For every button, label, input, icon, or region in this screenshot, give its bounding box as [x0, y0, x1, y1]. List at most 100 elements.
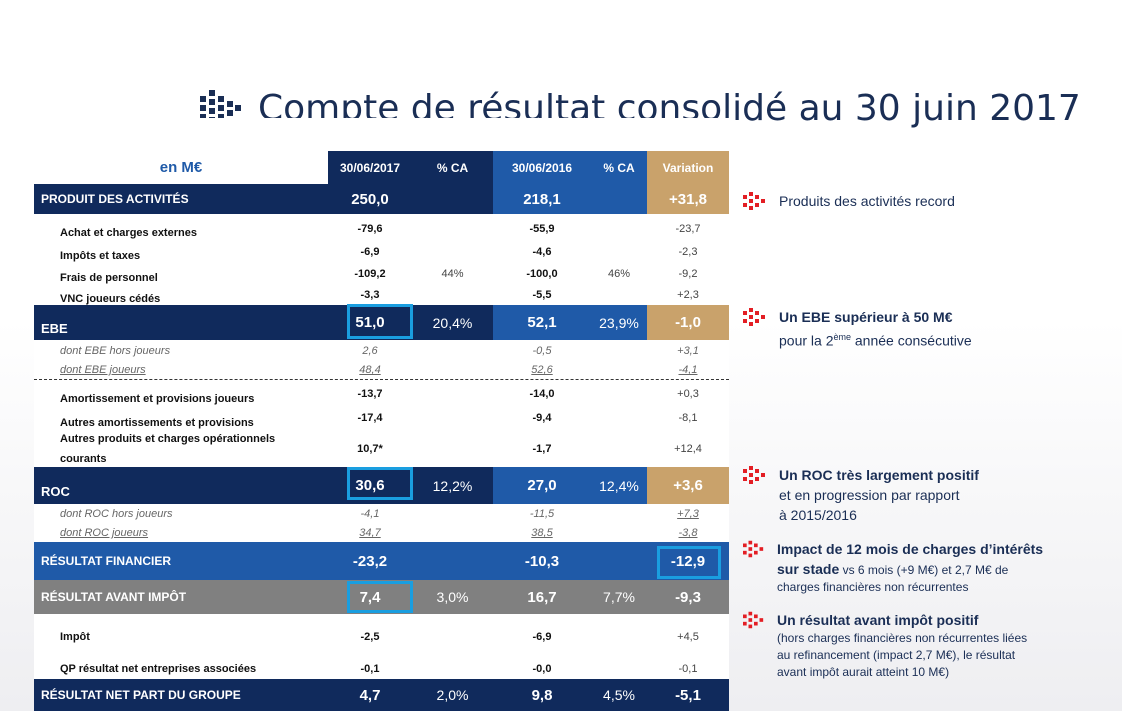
row-label: dont ROC hors joueurs — [60, 508, 173, 520]
table-row-resultat-financier: RÉSULTAT FINANCIER -23,2 -10,3 -12,9 — [34, 542, 729, 580]
variation: +3,6 — [647, 467, 729, 504]
variation: -12,9 — [670, 552, 706, 570]
value-2016: -0,0 — [532, 663, 552, 675]
variation: -1,0 — [647, 305, 729, 340]
row-label: Autres amortissements et provisions — [60, 417, 254, 429]
note-financier: Impact de 12 mois de charges d’intérêts … — [743, 539, 1043, 596]
value-2017: 2,6 — [362, 345, 378, 357]
col-header-2017: 30/06/2017 — [328, 151, 412, 184]
value-2017: -13,7 — [357, 388, 383, 400]
pct-2016: 12,4% — [591, 467, 647, 504]
value-2017: -109,2 — [354, 267, 386, 280]
value-2016: -0,5 — [532, 345, 552, 357]
note-fragment: pour la 2 — [779, 332, 834, 349]
row-label: RÉSULTAT AVANT IMPÔT — [41, 590, 187, 604]
value-2017: -2,5 — [360, 631, 380, 643]
note-line: Un EBE supérieur à 50 M€ — [779, 309, 953, 325]
value-2017: -17,4 — [357, 412, 383, 424]
table-header-row: en M€ 30/06/2017 % CA 30/06/2016 % CA Va… — [34, 151, 729, 184]
table-row-ebe-joueurs: dont EBE joueurs 48,4 52,6 -4,1 — [34, 361, 729, 379]
variation: -2,3 — [678, 245, 698, 258]
value-2017: -79,6 — [357, 222, 383, 235]
unit-label: en M€ — [159, 159, 203, 176]
row-label: PRODUIT DES ACTIVITÉS — [41, 192, 189, 206]
variation: -3,8 — [678, 527, 698, 539]
table-row-impots: Impôts et taxes -6,9 -4,6 -2,3 — [34, 241, 729, 263]
dashed-divider — [34, 379, 729, 380]
variation: +2,3 — [677, 289, 699, 301]
row-label: EBE — [41, 321, 68, 336]
value-2017: -23,2 — [352, 552, 388, 570]
table-row-vnc: VNC joueurs cédés -3,3 -5,5 +2,3 — [34, 285, 729, 305]
value-2016: 218,1 — [493, 184, 591, 214]
value-2016: -14,0 — [529, 388, 555, 400]
value-2016: 9,8 — [531, 686, 553, 704]
value-2016: -6,9 — [532, 631, 552, 643]
note-line: avant impôt aurait atteint 10 M€) — [777, 665, 950, 679]
variation: -0,1 — [678, 663, 698, 675]
value-2017: -6,9 — [360, 245, 380, 258]
value-2016: 52,1 — [493, 305, 591, 340]
table-row-frais: Frais de personnel -109,2 44% -100,0 46%… — [34, 263, 729, 285]
pct-2017: 3,0% — [436, 589, 469, 605]
row-label: Impôt — [60, 631, 90, 643]
table-row-ebe-hors-joueurs: dont EBE hors joueurs 2,6 -0,5 +3,1 — [34, 342, 729, 360]
value-2016: 27,0 — [493, 467, 591, 504]
note-text-block: Un ROC très largement positif et en prog… — [779, 465, 979, 525]
note-line: Un résultat avant impôt positif — [777, 612, 979, 628]
col-header-pct-2016: % CA — [591, 151, 647, 184]
note-roc: Un ROC très largement positif et en prog… — [743, 465, 979, 525]
variation: -8,1 — [678, 412, 698, 424]
col-header-variation: Variation — [647, 151, 729, 184]
variation: -4,1 — [678, 364, 698, 376]
highlight-box-avant-impot — [347, 581, 413, 613]
value-2017: 48,4 — [359, 364, 381, 376]
variation: -5,1 — [675, 686, 701, 704]
table-row-amort-autres: Autres amortissements et provisions -17,… — [34, 407, 729, 429]
variation: +12,4 — [674, 443, 702, 455]
note-fragment: sur stade — [777, 561, 840, 577]
value-2016: -10,3 — [524, 552, 560, 570]
value-2017: -4,1 — [360, 508, 380, 520]
row-label: ROC — [41, 484, 70, 499]
col-header-pct-2017: % CA — [412, 151, 493, 184]
note-line: et en progression par rapport — [779, 487, 960, 503]
pct-2017: 44% — [441, 267, 464, 280]
row-label: dont EBE hors joueurs — [60, 345, 171, 357]
pct-2016: 46% — [607, 267, 631, 280]
table-row-achat: Achat et charges externes -79,6 -55,9 -2… — [34, 218, 729, 240]
value-2016: -1,7 — [532, 443, 552, 455]
table-row-impot: Impôt -2,5 -6,9 +4,5 — [34, 623, 729, 651]
pct-2017: 2,0% — [436, 687, 469, 703]
value-2017: 34,7 — [359, 527, 381, 539]
note-text-block: Un résultat avant impôt positif (hors ch… — [777, 610, 1027, 681]
red-arrow-icon — [743, 611, 764, 629]
value-2016: -55,9 — [529, 222, 555, 235]
note-line: (hors charges financières non récurrente… — [777, 631, 1028, 645]
table-row-roc-joueurs: dont ROC joueurs 34,7 38,5 -3,8 — [34, 524, 729, 542]
note-line: à 2015/2016 — [779, 507, 857, 523]
table-row-resultat-net: RÉSULTAT NET PART DU GROUPE 4,7 2,0% 9,8… — [34, 679, 729, 711]
row-label: VNC joueurs cédés — [60, 293, 161, 305]
row-label: QP résultat net entreprises associées — [60, 663, 257, 675]
table-row-roc: ROC 30,6 12,2% 27,0 12,4% +3,6 — [34, 467, 729, 504]
variation: +7,3 — [677, 508, 699, 520]
value-2017: 250,0 — [351, 190, 389, 208]
value-2017: 51,0 — [355, 314, 385, 331]
note-avant-impot: Un résultat avant impôt positif (hors ch… — [743, 610, 1027, 681]
table-row-produit: PRODUIT DES ACTIVITÉS 250,0 218,1 +31,8 — [34, 184, 729, 214]
row-label: Amortissement et provisions joueurs — [60, 393, 255, 405]
note-line: charges financières non récurrentes — [777, 580, 969, 594]
value-2016: 16,7 — [527, 588, 557, 606]
variation: -9,3 — [675, 588, 701, 606]
value-2016: 52,6 — [531, 364, 553, 376]
red-arrow-icon — [743, 308, 765, 326]
pct-2016: 4,5% — [603, 687, 635, 703]
pct-2016: 23,9% — [591, 305, 647, 340]
highlight-box-ebe — [347, 304, 413, 339]
value-2017: -3,3 — [360, 289, 380, 301]
table-row-amort-joueurs: Amortissement et provisions joueurs -13,… — [34, 383, 729, 405]
note-line-2: pour la 2ème année consécutive — [779, 327, 972, 351]
note-line: Impact de 12 mois de charges d’intérêts — [777, 541, 1044, 557]
note-text: Produits des activités record — [779, 193, 955, 209]
